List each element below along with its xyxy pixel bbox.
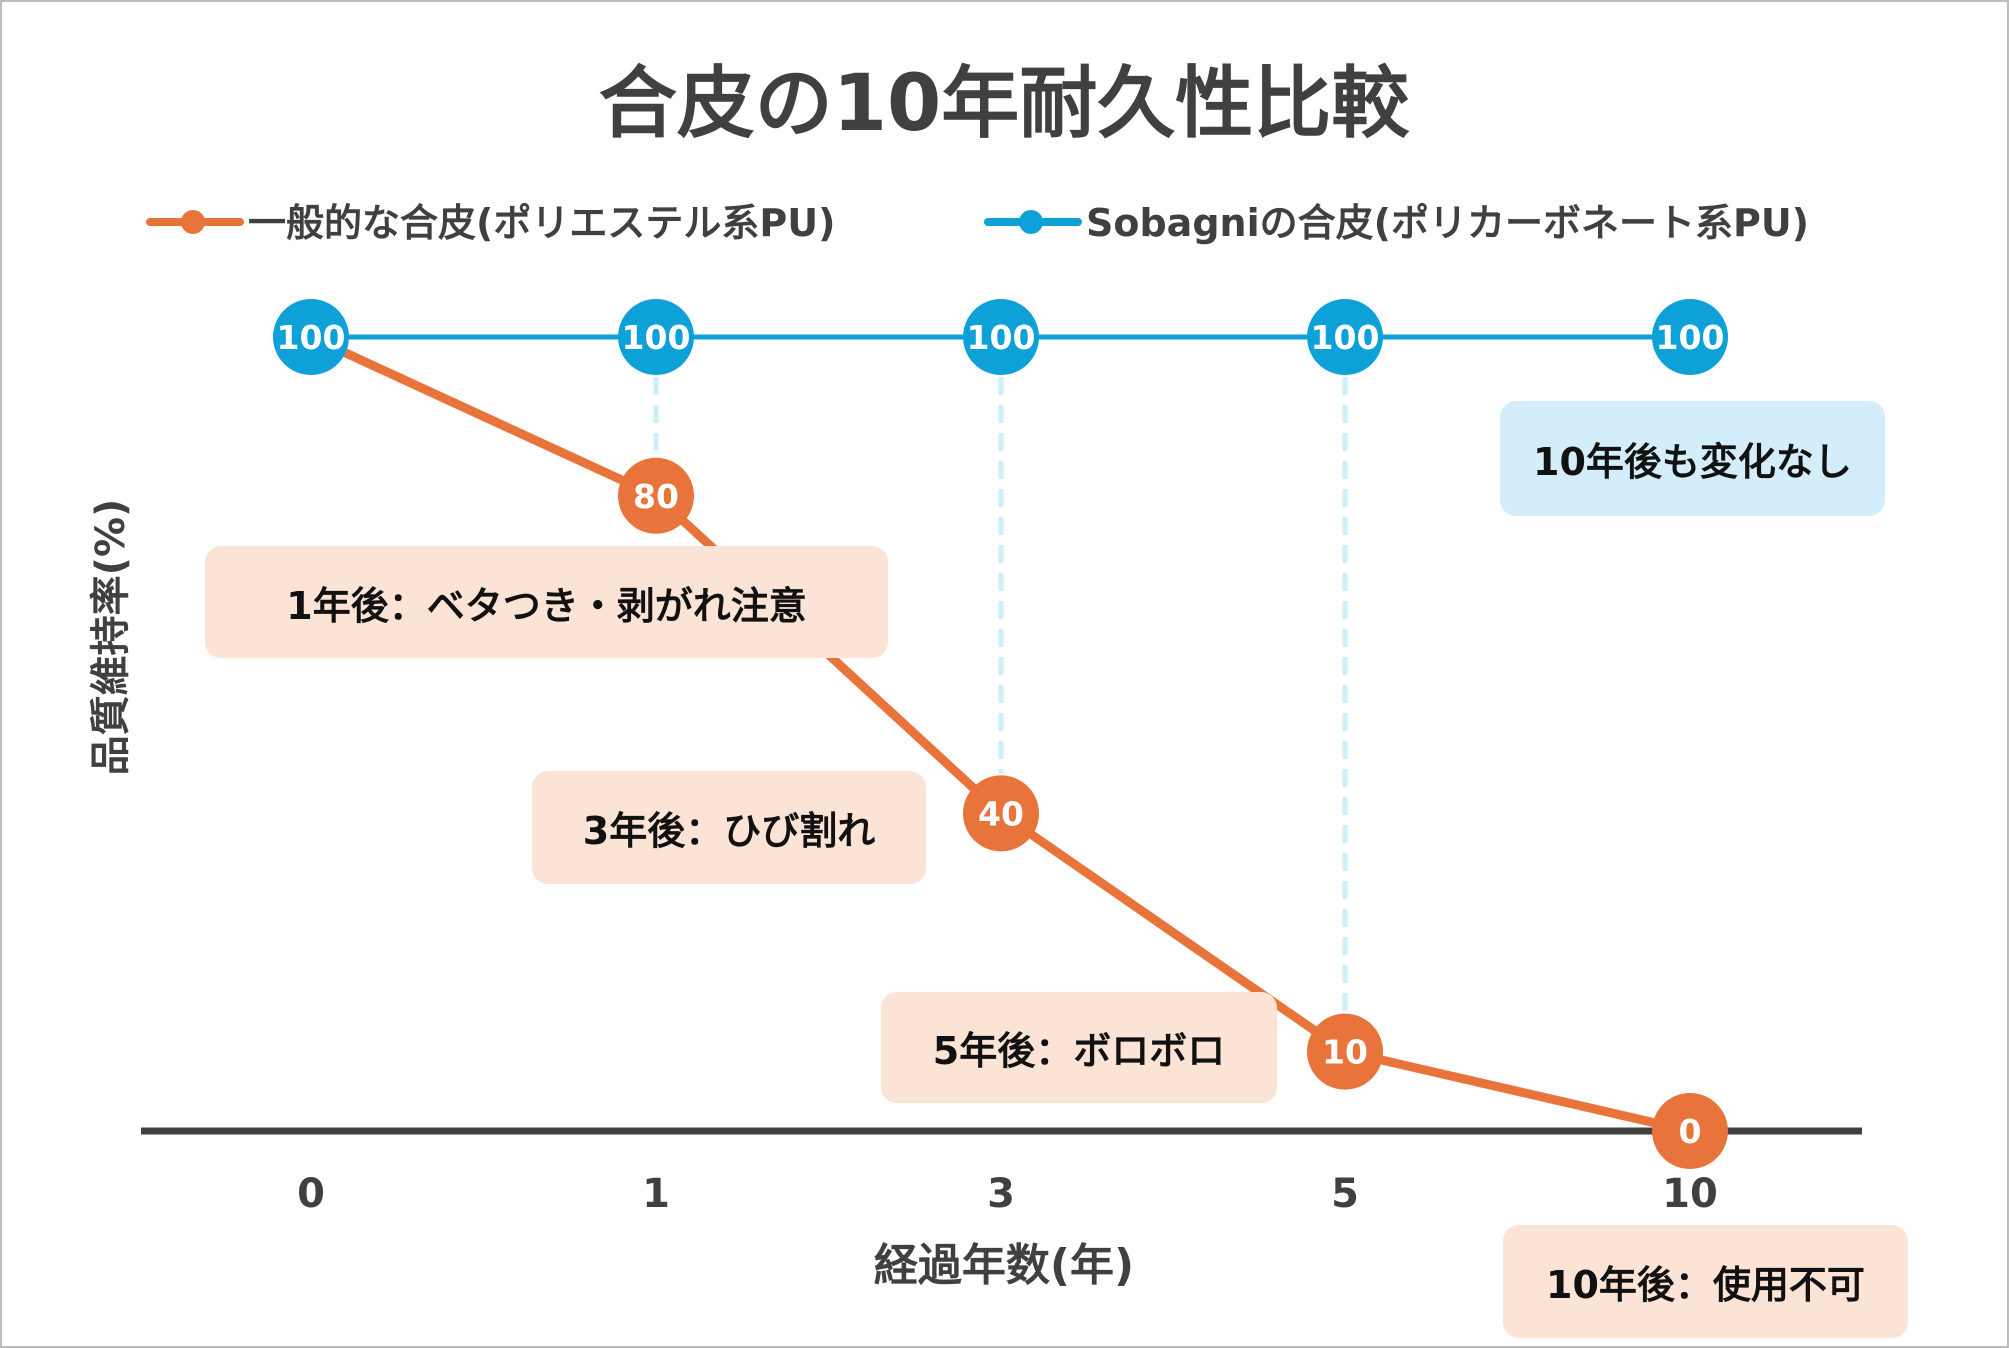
data-label-sobagni: 100	[622, 318, 691, 357]
data-label-general: 0	[1679, 1112, 1702, 1151]
chart-title: 合皮の10年耐久性比較	[599, 59, 1411, 149]
data-label-general: 10	[1322, 1033, 1368, 1072]
annotation-no-change: 10年後も変化なし	[1500, 401, 1885, 516]
data-point-general	[963, 775, 1039, 852]
legend-label-series-1: 一般的な合皮(ポリエステル系PU)	[248, 201, 835, 245]
data-label-sobagni: 100	[277, 318, 346, 357]
annotation-5-year: 5年後：ボロボロ	[881, 992, 1277, 1103]
data-label-sobagni: 100	[1311, 318, 1380, 357]
x-tick-label: 10	[1662, 1171, 1718, 1217]
x-tick-label: 5	[1331, 1171, 1359, 1217]
data-label-sobagni: 100	[967, 318, 1036, 357]
data-label-sobagni: 100	[1656, 318, 1725, 357]
x-axis-label: 経過年数(年)	[874, 1240, 1134, 1291]
data-point-general	[1652, 1093, 1728, 1169]
annotation-10-year: 10年後：使用不可	[1503, 1225, 1908, 1338]
data-point-sobagni	[1652, 299, 1728, 375]
data-label-general: 40	[978, 794, 1024, 833]
data-point-sobagni	[273, 299, 349, 375]
data-point-general	[1307, 1013, 1383, 1090]
legend-marker-series-1	[181, 210, 205, 234]
data-point-general	[618, 457, 694, 534]
legend-marker-series-2	[1019, 210, 1043, 234]
annotation-3-year: 3年後：ひび割れ	[532, 771, 926, 884]
x-tick-label: 0	[297, 1171, 325, 1217]
data-point-sobagni	[618, 299, 694, 375]
x-tick-label: 3	[987, 1171, 1015, 1217]
data-point-sobagni	[963, 299, 1039, 375]
x-tick-label: 1	[642, 1171, 670, 1217]
data-point-sobagni	[1307, 299, 1383, 375]
y-axis-label: 品質維持率(%)	[88, 499, 134, 776]
annotation-1-year: 1年後：ベタつき・剥がれ注意	[205, 546, 888, 658]
legend-label-series-2: Sobagniの合皮(ポリカーボネート系PU)	[1086, 201, 1809, 245]
data-label-general: 80	[633, 477, 679, 516]
